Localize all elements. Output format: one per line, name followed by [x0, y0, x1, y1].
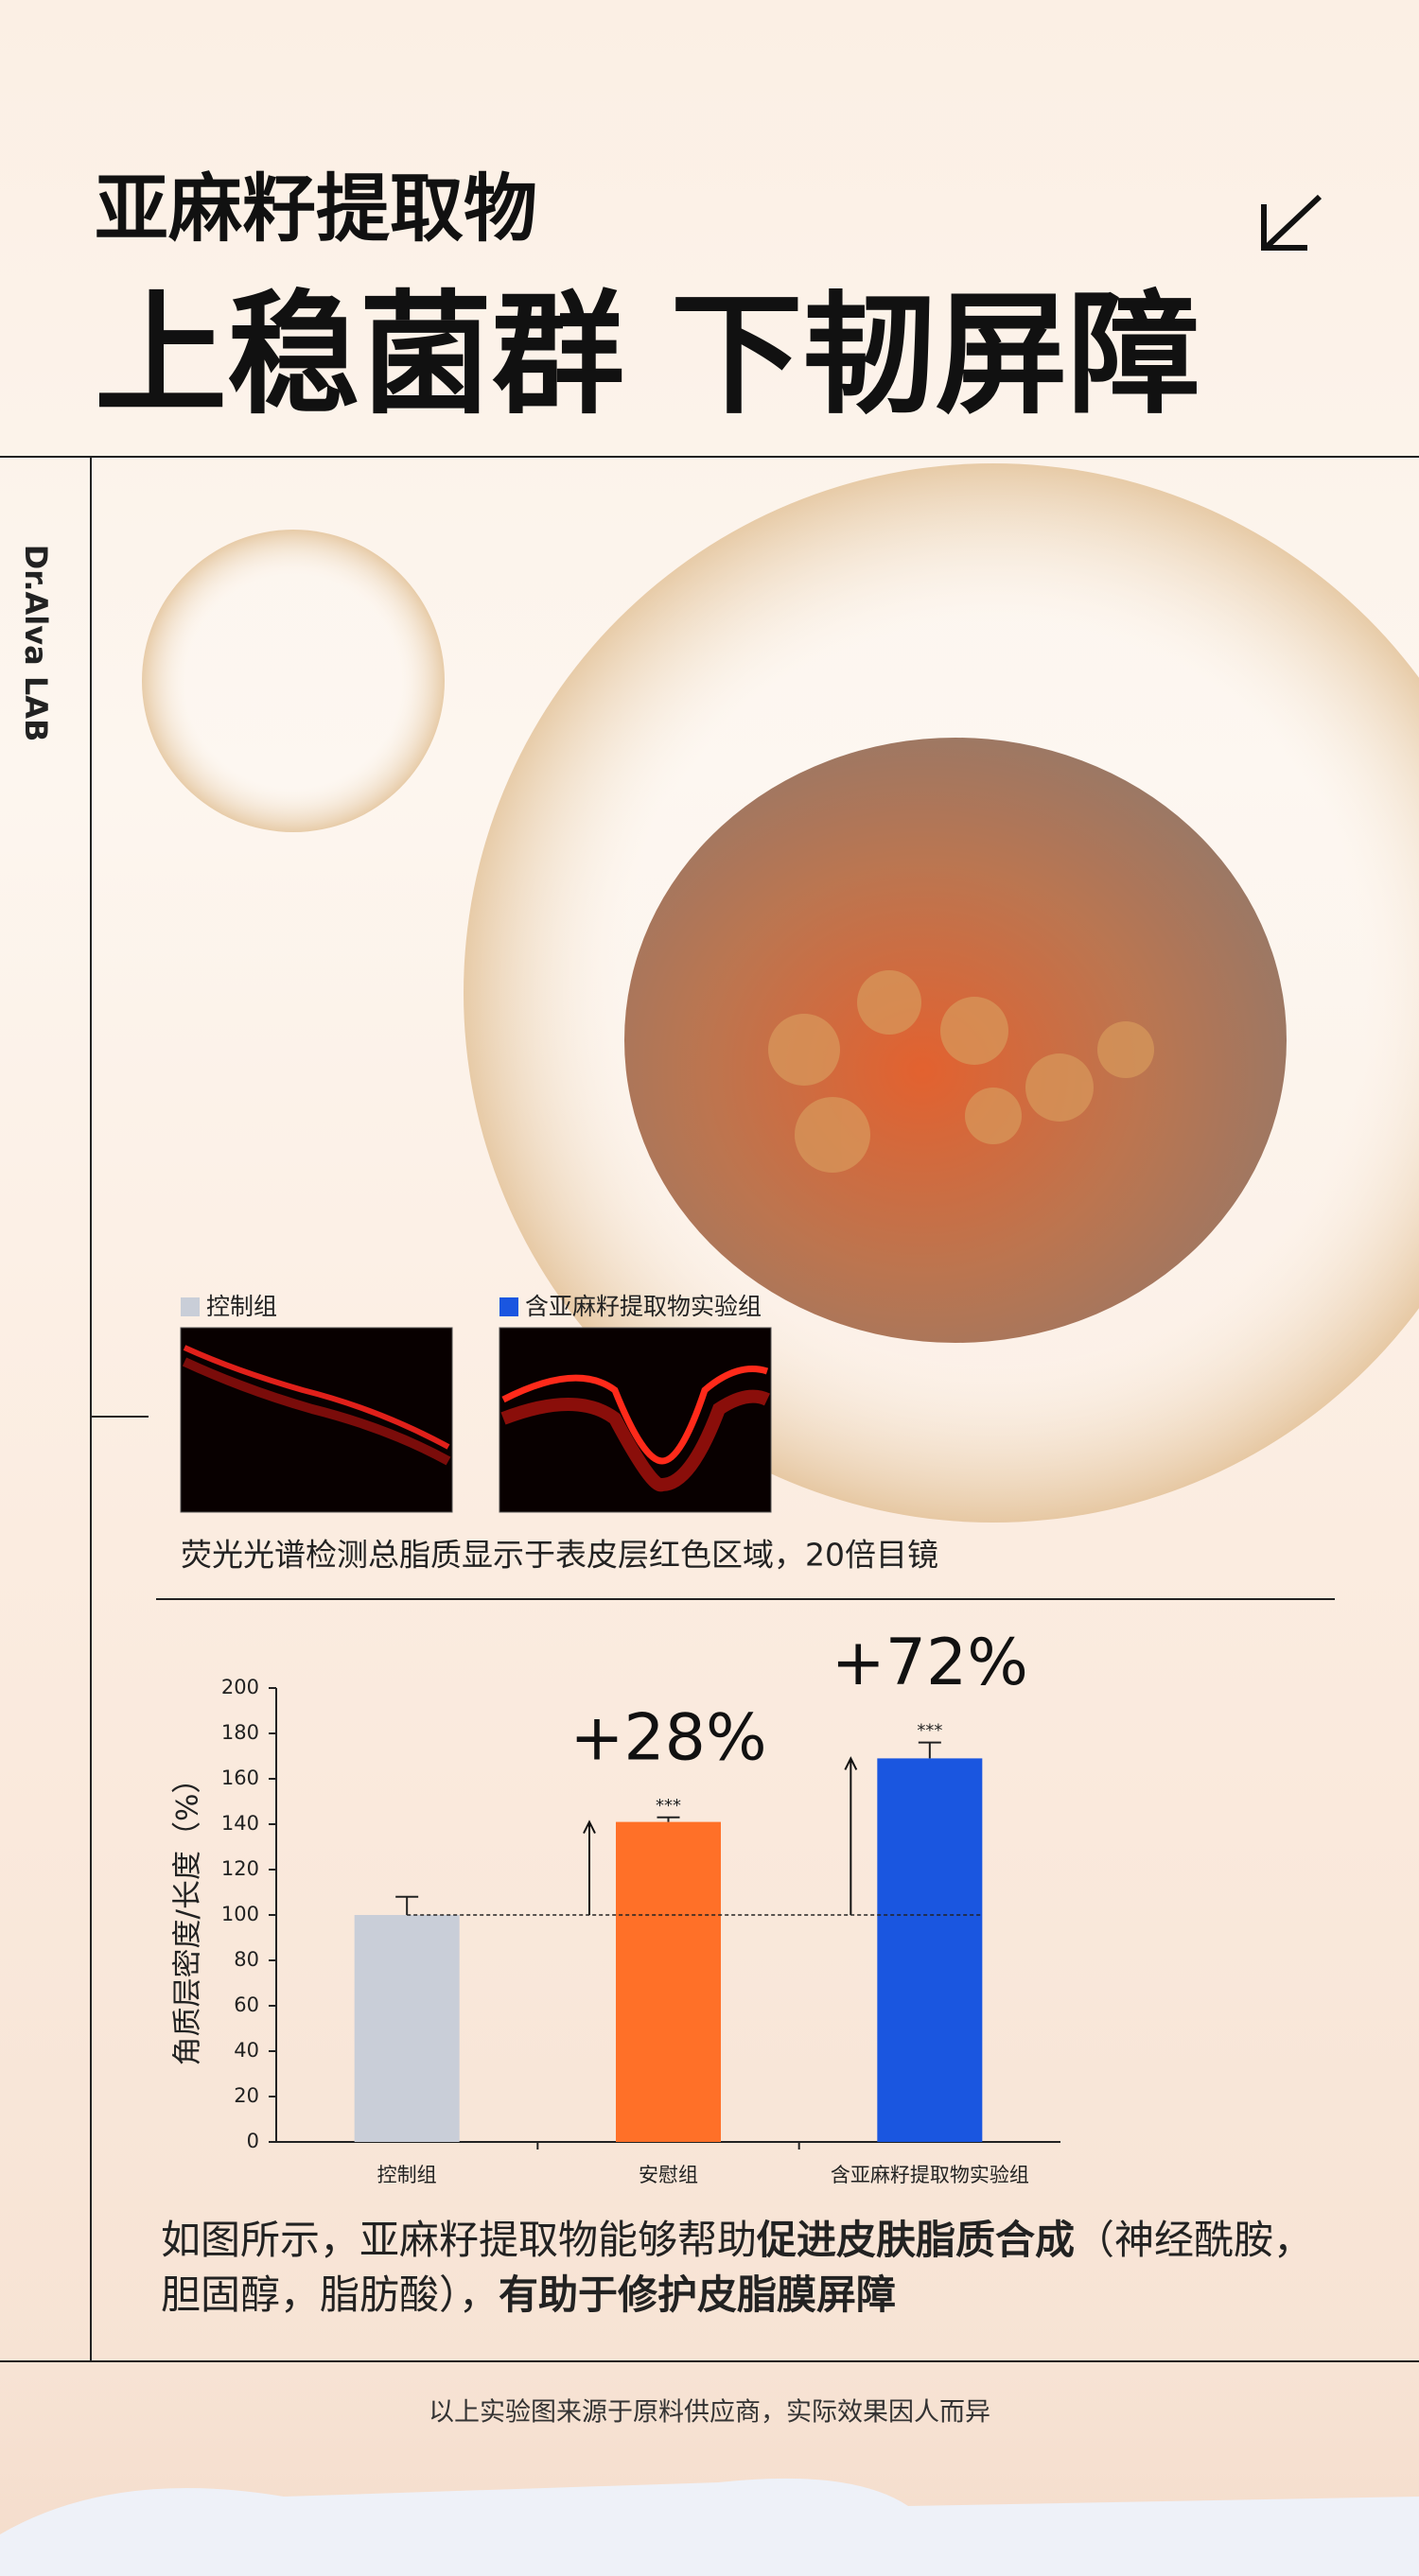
- subtitle: 亚麻籽提取物: [95, 166, 537, 252]
- y-tick-label: 20: [234, 2084, 259, 2107]
- legend-swatch: [499, 1297, 518, 1316]
- caption: 荧光光谱检测总脂质显示于表皮层红色区域，20倍目镜: [181, 1537, 938, 1574]
- y-tick-label: 60: [234, 1993, 259, 2016]
- bottom-shape: [0, 2478, 1419, 2576]
- arrow-icon: [1261, 194, 1323, 251]
- y-axis-label: 角质层密度/长度（%）: [171, 1765, 205, 2066]
- footer: 以上实验图来源于原料供应商，实际效果因人而异: [429, 2398, 990, 2428]
- bar: [354, 1915, 460, 2142]
- note: 如图所示，亚麻籽提取物能够帮助促进皮肤脂质合成（神经酰胺，胆固醇，脂肪酸），有助…: [161, 2213, 1343, 2323]
- x-tick-label: 安慰组: [639, 2164, 698, 2186]
- error-bar: [918, 1741, 941, 1759]
- micrograph: [180, 1327, 453, 1513]
- title: 上稳菌群 下韧屏障: [95, 279, 1200, 433]
- y-tick-label: 0: [247, 2130, 259, 2152]
- bar: [616, 1821, 721, 2142]
- error-bar: [395, 1895, 419, 1915]
- legend-swatch: [181, 1297, 200, 1316]
- note-text: 如图所示，亚麻籽提取物能够帮助: [161, 2217, 758, 2263]
- arrow: [844, 1756, 858, 1915]
- y-tick-label: 120: [221, 1857, 259, 1880]
- annotation: +72%: [832, 1626, 1028, 1700]
- note-bold: 促进皮肤脂质合成: [757, 2217, 1076, 2263]
- y-tick-label: 80: [234, 1948, 259, 1971]
- beads: [768, 970, 1154, 1173]
- y-tick-label: 200: [221, 1676, 259, 1698]
- y-tick-label: 180: [221, 1721, 259, 1744]
- brand: Dr.Alva LAB: [18, 545, 54, 742]
- note-text: （神经酰胺，胆固醇，脂肪酸），: [161, 2217, 1314, 2318]
- y-tick-label: 100: [221, 1903, 259, 1925]
- significance: ***: [656, 1796, 681, 1816]
- note-bold: 有助于修护皮脂膜屏障: [499, 2271, 897, 2318]
- x-tick-label: 含亚麻籽提取物实验组: [831, 2164, 1029, 2186]
- legend-label: 控制组: [206, 1293, 277, 1320]
- y-tick-label: 160: [221, 1767, 259, 1789]
- error-bar: [657, 1816, 680, 1822]
- y-tick-label: 40: [234, 2039, 259, 2062]
- micrograph: [499, 1327, 772, 1513]
- x-tick-label: 控制组: [377, 2164, 437, 2186]
- legend-label: 含亚麻籽提取物实验组: [525, 1293, 762, 1320]
- y-tick-label: 140: [221, 1812, 259, 1835]
- bar-chart: 0 20 40 60 80 100 120 140 160 180 200 角质层密度/长度（%） 控制…: [171, 1626, 1060, 2186]
- arrow: [583, 1819, 596, 1915]
- significance: ***: [917, 1721, 942, 1741]
- bubble: [142, 530, 445, 832]
- annotation: +28%: [569, 1700, 766, 1775]
- bar: [877, 1758, 983, 2142]
